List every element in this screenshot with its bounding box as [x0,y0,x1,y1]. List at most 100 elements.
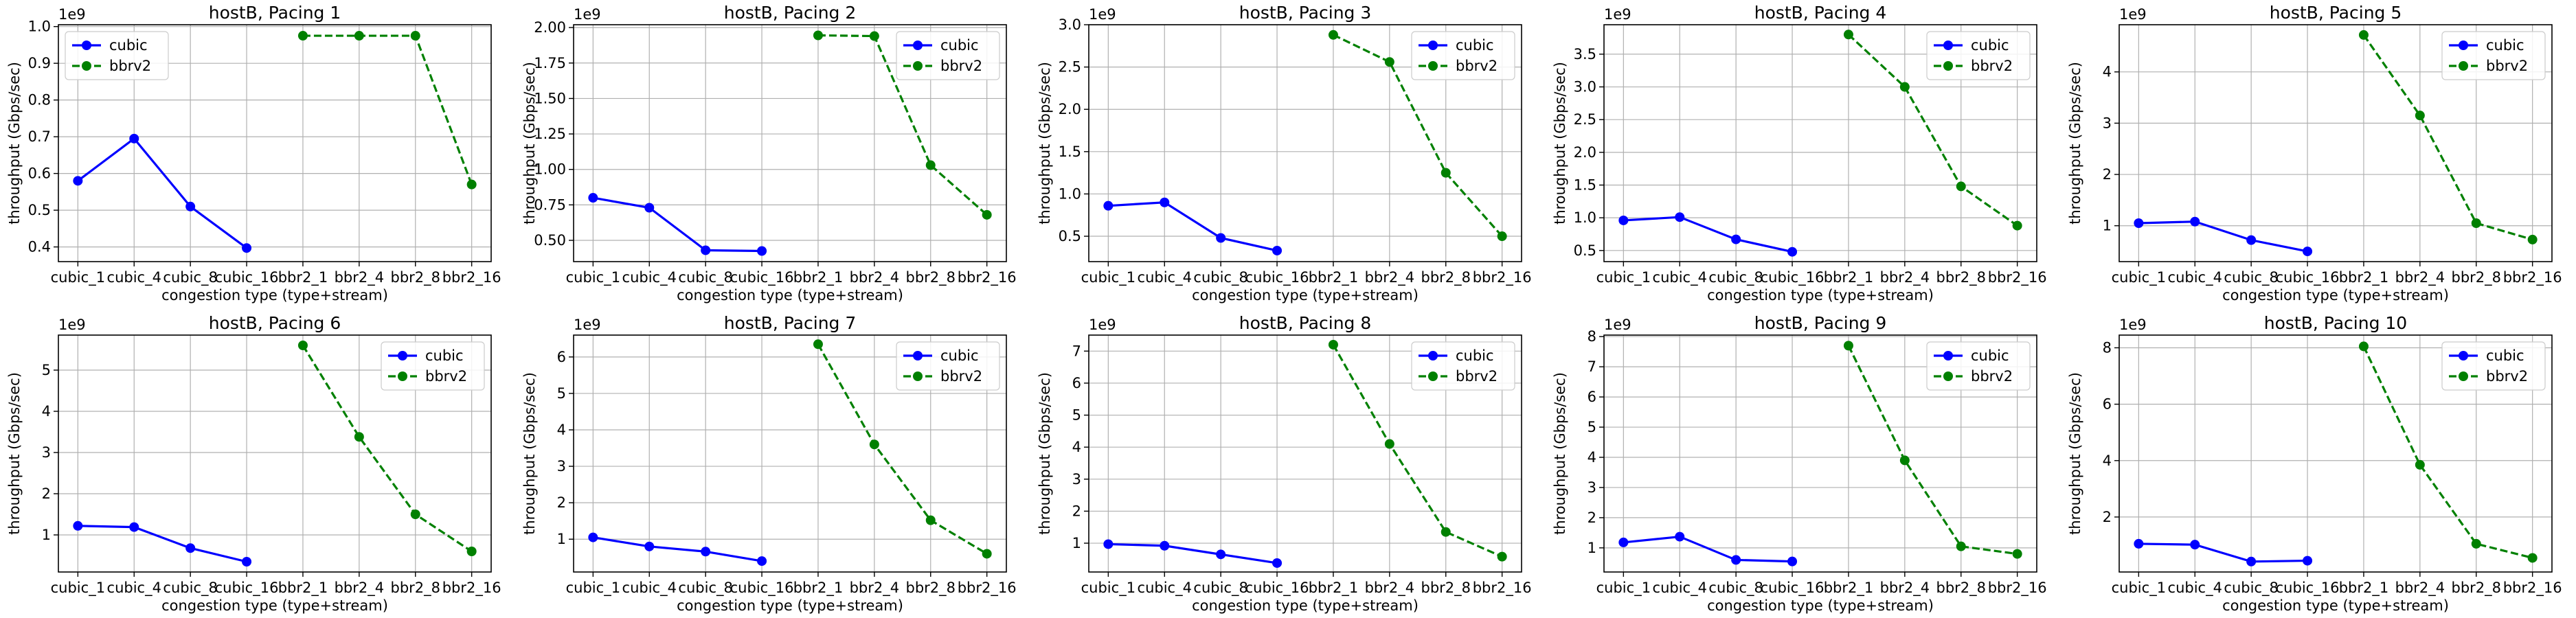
y-tick-label: 0.7 [28,128,51,145]
chart-title: hostB, Pacing 2 [724,3,857,23]
x-tick-label: bbr2_4 [2395,269,2445,286]
legend-marker-bbrv2 [82,61,91,71]
data-point-cubic [588,193,598,203]
legend-marker-cubic [398,351,407,360]
x-tick-label: cubic_16 [2276,580,2340,597]
series-line-cubic [1623,216,1793,253]
x-tick-label: cubic_1 [1081,580,1136,597]
x-tick-label: cubic_4 [1653,269,1707,286]
axes-frame [1088,24,1522,262]
x-tick-label: cubic_16 [215,269,279,286]
y-tick-label: 8 [1588,328,1596,345]
y-tick-label: 1.0 [28,19,51,35]
data-point-cubic [73,520,83,531]
y-tick-label: 5 [557,385,566,402]
x-tick-label: cubic_8 [1708,269,1763,286]
x-tick-label: bbr2_4 [335,269,385,286]
x-tick-label: bbr2_16 [1988,269,2047,286]
y-axis-label: throughput (Gbps/sec) [6,62,23,225]
series-line-bbrv2 [2362,345,2533,560]
x-tick-label: bbr2_1 [793,580,844,597]
axes-frame [2119,334,2553,573]
y-axis-label: throughput (Gbps/sec) [521,372,538,535]
data-point-cubic [129,133,139,144]
data-point-cubic [1216,233,1226,243]
legend-marker-cubic [1428,41,1438,50]
data-point-bbrv2 [466,179,477,190]
legend-label-cubic: cubic [1456,347,1494,364]
y-tick-label: 6 [557,349,566,365]
x-axis-label: congestion type (type+stream) [2222,287,2449,304]
x-axis-label: congestion type (type+stream) [1707,287,1934,304]
legend-label-bbrv2: bbrv2 [1456,368,1498,385]
x-tick-label: cubic_16 [1245,580,1309,597]
y-tick-label: 0.50 [534,232,566,249]
x-tick-label: cubic_4 [1138,580,1192,597]
data-point-cubic [2134,218,2144,228]
x-tick-label: bbr2_4 [850,269,900,286]
x-tick-label: bbr2_8 [905,580,956,597]
data-point-cubic [1731,555,1741,565]
legend-marker-bbrv2 [1428,371,1438,381]
y-tick-label: 6 [1588,389,1596,405]
y-axis-label: throughput (Gbps/sec) [1037,62,1053,225]
x-tick-label: cubic_8 [163,269,217,286]
x-tick-label: cubic_16 [215,580,279,597]
data-point-cubic [1272,558,1283,568]
x-tick-label: cubic_16 [2276,269,2340,286]
y-tick-label: 2 [42,485,51,502]
y-tick-label: 7 [1588,358,1596,375]
x-tick-label: cubic_8 [678,580,732,597]
chart-title: hostB, Pacing 3 [1239,3,1372,23]
legend-marker-cubic [1943,41,1953,50]
x-tick-label: cubic_4 [107,580,161,597]
series-line-cubic [1623,535,1793,563]
legend: cubic bbrv2 [381,341,485,391]
y-tick-label: 1.00 [534,161,566,178]
x-tick-label: bbr2_16 [2503,269,2562,286]
y-axis-label: throughput (Gbps/sec) [2067,372,2083,535]
x-tick-label: bbr2_1 [1309,580,1359,597]
data-point-bbrv2 [1899,455,1910,466]
axes-frame [1603,24,2037,262]
data-point-bbrv2 [1843,30,1853,40]
data-point-bbrv2 [466,547,477,556]
y-tick-label: 0.6 [28,165,51,182]
axes-frame [573,334,1007,573]
x-tick-label: bbr2_8 [390,269,440,286]
x-tick-label: cubic_4 [107,269,161,286]
data-point-bbrv2 [2358,30,2369,40]
legend-marker-bbrv2 [2459,371,2468,381]
x-tick-label: cubic_4 [1138,269,1192,286]
legend-label-bbrv2: bbrv2 [2486,58,2528,74]
x-tick-label: bbr2_1 [278,580,328,597]
data-point-bbrv2 [2415,111,2425,121]
legend-label-bbrv2: bbrv2 [1456,58,1498,74]
series-line-bbrv2 [817,343,988,555]
data-point-bbrv2 [1497,551,1507,562]
data-point-bbrv2 [925,515,936,525]
x-tick-label: bbr2_16 [442,269,501,286]
legend-marker-cubic [1428,351,1438,360]
legend: cubic bbrv2 [2441,31,2546,80]
chart-title: hostB, Pacing 6 [209,313,341,333]
chart-title: hostB, Pacing 4 [1754,3,1887,23]
x-tick-label: bbr2_1 [793,269,844,286]
x-axis-label: congestion type (type+stream) [2222,597,2449,614]
data-point-bbrv2 [410,510,420,519]
data-point-bbrv2 [2358,341,2369,352]
x-tick-label: cubic_8 [2224,580,2278,597]
y-tick-label: 0.5 [1574,242,1596,259]
y-offset-label: 1e9 [1604,6,1631,23]
y-tick-label: 3.0 [1574,79,1596,95]
data-point-cubic [2303,247,2313,257]
series-line-bbrv2 [302,34,473,185]
y-tick-label: 1.0 [1574,209,1596,226]
y-tick-label: 5 [1072,407,1081,424]
data-point-cubic [757,556,767,566]
series-line-bbrv2 [817,34,988,216]
